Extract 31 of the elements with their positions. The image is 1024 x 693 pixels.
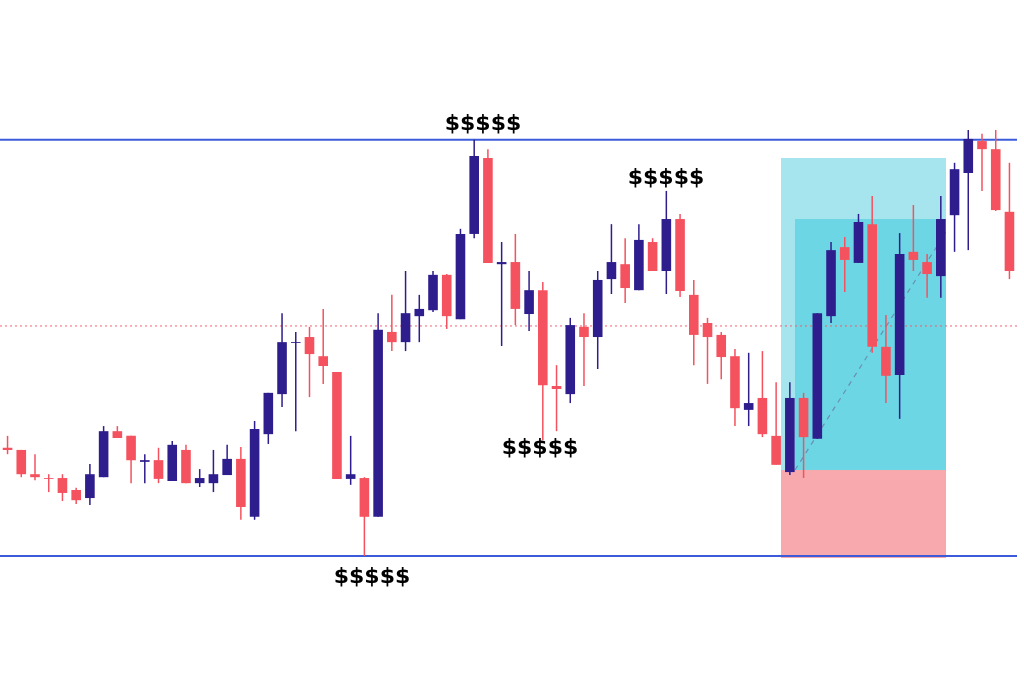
candlestick <box>2 435 13 455</box>
candlestick <box>977 133 987 192</box>
candlestick <box>743 352 754 427</box>
candlestick <box>524 270 534 332</box>
candlestick <box>85 463 95 506</box>
candlestick <box>139 453 150 484</box>
candlestick <box>345 435 356 486</box>
candlestick <box>606 223 617 295</box>
candlestick <box>304 326 315 398</box>
text: $$$$$ <box>333 562 411 588</box>
candlestick <box>839 236 850 293</box>
candlestick <box>908 204 919 272</box>
candlestick <box>579 312 589 387</box>
candlestick <box>922 253 932 299</box>
candlestick <box>57 473 68 502</box>
candlestick <box>222 444 232 476</box>
candlestick <box>496 241 507 347</box>
candlestick <box>620 237 630 304</box>
candlestick <box>702 317 713 385</box>
candlestick <box>30 453 40 481</box>
annotation: $$$$$ <box>627 163 705 189</box>
candlestick <box>318 308 329 385</box>
candlestick <box>551 364 562 432</box>
candlestick <box>290 331 301 432</box>
candlestick <box>716 331 727 380</box>
candlestick <box>208 449 219 493</box>
candlestick <box>387 294 397 352</box>
candlestick <box>414 294 425 343</box>
candlestick <box>153 447 164 484</box>
annotation: $$$$$ <box>444 109 522 135</box>
annotation: $$$$$ <box>501 433 579 459</box>
